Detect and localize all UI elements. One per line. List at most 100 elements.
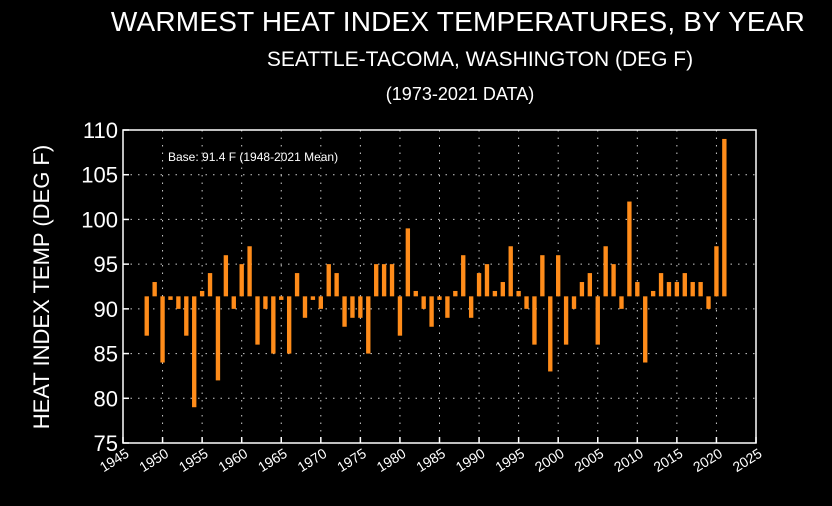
bar-1982	[413, 290, 418, 297]
bar-1965	[279, 296, 284, 300]
bar-1969	[310, 296, 316, 300]
bar-1975	[358, 296, 363, 318]
bar-1985	[437, 296, 442, 300]
bar-2008	[619, 296, 624, 309]
bar-2021	[722, 138, 727, 297]
bar-1957	[215, 296, 221, 381]
bar-1993	[500, 282, 505, 297]
bar-1954	[192, 296, 197, 408]
bar-1987	[453, 290, 458, 297]
base-annotation: Base: 91.4 F (1948-2021 Mean)	[168, 150, 338, 164]
y-tick-label: 105	[81, 163, 118, 188]
bar-2013	[658, 273, 664, 297]
bar-1977	[374, 264, 379, 297]
x-tick-label: 1960	[215, 445, 250, 475]
bar-1949	[152, 282, 157, 297]
bar-1992	[492, 290, 498, 297]
bar-1962	[255, 296, 260, 345]
grid-lines	[123, 130, 756, 443]
chart-subtitle: SEATTLE-TACOMA, WASHINGTON (DEG F)	[266, 48, 694, 71]
bar-1972	[334, 273, 339, 297]
x-tick-label: 1975	[334, 445, 369, 475]
bar-1955	[199, 290, 205, 297]
bar-2015	[674, 282, 680, 297]
chart-title: WARMEST HEAT INDEX TEMPERATURES, BY YEAR	[110, 6, 806, 37]
y-tick-label: 90	[94, 297, 118, 322]
x-tick-label: 2000	[532, 445, 567, 475]
bar-1983	[421, 296, 426, 309]
x-tick-label: 1950	[136, 445, 171, 475]
bar-2017	[690, 282, 695, 297]
x-tick-label: 2010	[611, 445, 646, 475]
plot-frame	[122, 129, 757, 444]
bar-1948	[144, 296, 149, 336]
bar-1960	[239, 264, 244, 297]
bar-2005	[595, 296, 600, 345]
bar-1996	[524, 296, 529, 309]
bar-1991	[484, 264, 490, 297]
bar-2006	[603, 246, 608, 297]
x-tick-label: 2025	[730, 445, 765, 475]
bar-1978	[381, 264, 387, 297]
y-tick-label: 85	[94, 342, 118, 367]
bar-1979	[389, 264, 395, 297]
x-tick-label: 2005	[571, 445, 606, 475]
x-tick-label: 1955	[176, 445, 211, 475]
bar-1973	[342, 296, 347, 327]
bar-1970	[318, 296, 323, 309]
bar-1953	[184, 296, 189, 336]
bar-1951	[168, 296, 173, 300]
x-tick-label: 1970	[295, 445, 330, 475]
bar-2007	[611, 264, 616, 297]
bar-1976	[366, 296, 371, 354]
bar-1995	[516, 290, 521, 297]
bar-1974	[350, 296, 355, 318]
bar-2018	[698, 282, 703, 297]
bar-1988	[461, 255, 466, 297]
bar-1959	[231, 296, 236, 309]
bar-2010	[635, 282, 640, 297]
bar-1956	[207, 273, 213, 297]
bar-2012	[650, 290, 656, 297]
bar-2019	[706, 296, 711, 309]
bar-1998	[540, 255, 545, 297]
bar-1989	[468, 296, 474, 318]
bar-1961	[247, 246, 252, 297]
x-tick-label: 1995	[492, 445, 527, 475]
x-tick-label: 1980	[374, 445, 409, 475]
bar-1966	[286, 296, 292, 354]
bar-1971	[326, 264, 331, 297]
bar-series	[144, 138, 727, 408]
bar-1967	[294, 273, 300, 297]
bar-1997	[532, 296, 537, 345]
bar-1984	[429, 296, 434, 327]
bar-1999	[548, 296, 553, 372]
bar-1968	[302, 296, 308, 318]
bar-1986	[445, 296, 450, 318]
x-tick-label: 1985	[413, 445, 448, 475]
bar-1963	[263, 296, 268, 309]
y-tick-label: 75	[94, 431, 118, 456]
bar-1964	[271, 296, 276, 354]
y-tick-label: 95	[94, 252, 118, 277]
y-tick-label: 110	[83, 118, 118, 143]
bar-2009	[627, 201, 632, 297]
bar-2002	[571, 296, 577, 309]
y-tick-label: 100	[81, 207, 118, 232]
x-tick-label: 1965	[255, 445, 290, 475]
bar-1952	[176, 296, 181, 309]
bar-2000	[556, 255, 561, 297]
x-tick-label: 1990	[453, 445, 488, 475]
bar-1994	[508, 246, 513, 297]
bar-1950	[160, 296, 165, 363]
chart-date-range: (1973-2021 DATA)	[385, 84, 535, 104]
bar-2014	[666, 282, 672, 297]
bar-1990	[476, 273, 482, 297]
y-tick-label: 80	[94, 386, 118, 411]
bar-2016	[682, 273, 687, 297]
bar-1981	[405, 228, 411, 297]
x-tick-label: 2015	[651, 445, 686, 475]
bar-2004	[587, 273, 593, 297]
bar-1980	[397, 296, 403, 336]
